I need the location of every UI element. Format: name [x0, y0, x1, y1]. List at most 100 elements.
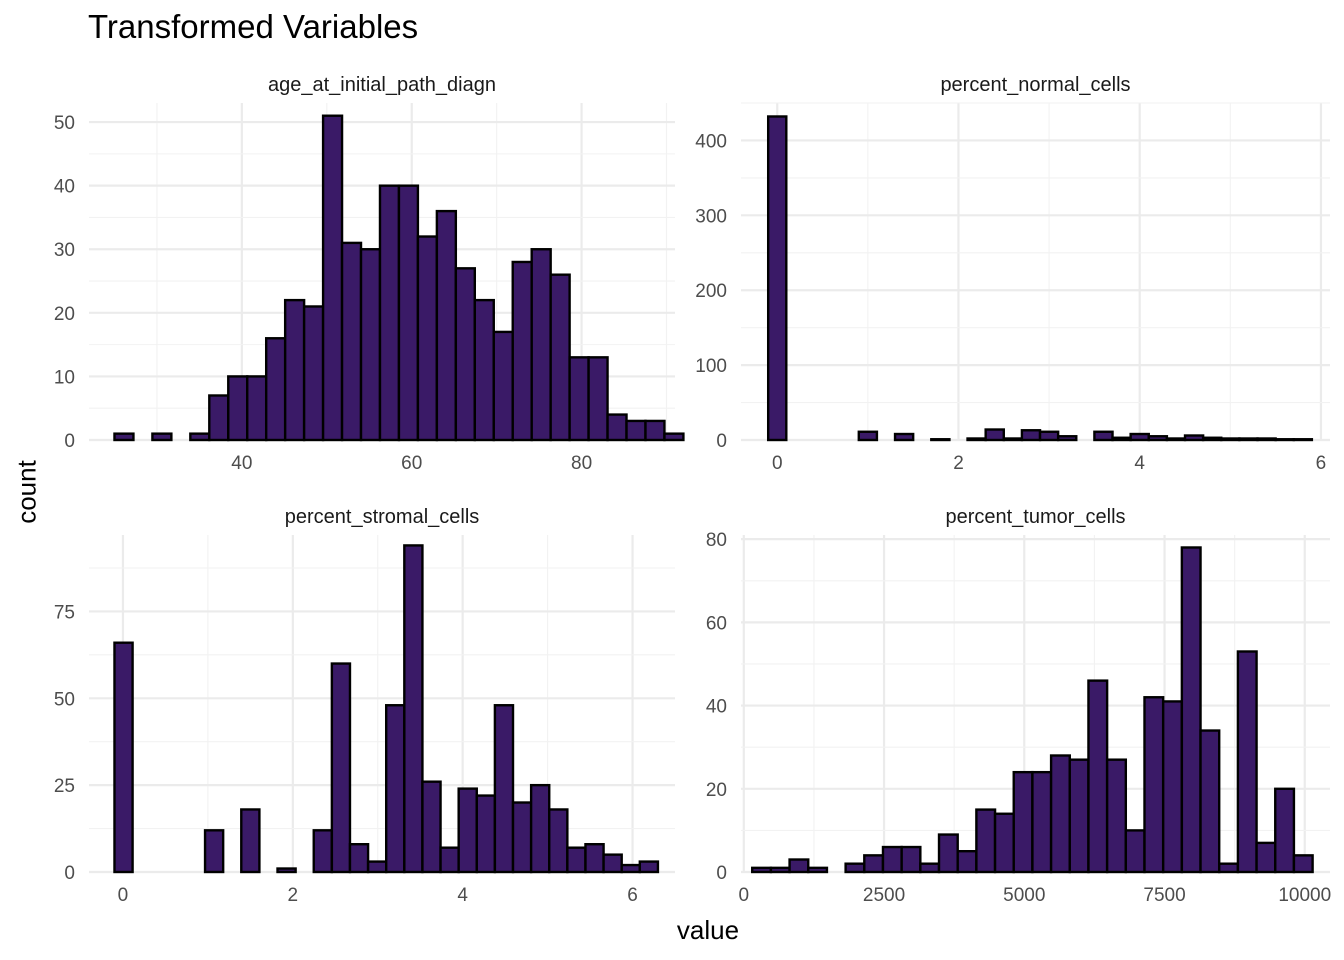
histogram-bar [844, 862, 866, 874]
histogram-bar [435, 209, 458, 442]
histogram-bar [975, 808, 997, 874]
histogram-bar [1199, 729, 1221, 874]
facet-title: percent_normal_cells [940, 74, 1130, 96]
histogram-bar [1093, 430, 1114, 442]
facet-panel-2: percent_normal_cells 0 2 4 6 0 100 200 300 400 [695, 74, 1330, 474]
histogram-bar [620, 863, 642, 874]
histogram-bar [1292, 854, 1314, 874]
histogram-bar [625, 419, 647, 442]
histogram-bar [966, 437, 987, 442]
histogram-bar [1183, 434, 1205, 442]
y-tick-label: 40 [54, 177, 75, 198]
histogram-bar [511, 801, 533, 874]
histogram-bar [276, 867, 297, 874]
histogram-bar [1220, 437, 1241, 442]
y-tick-label: 50 [54, 113, 75, 134]
facet-panel-4: percent_tumor_cells 0 2500 5000 7500 10000 0 20… [706, 506, 1331, 906]
histogram-bar [1201, 436, 1223, 442]
histogram-bar [956, 849, 978, 874]
histogram-bar [1049, 754, 1071, 874]
histogram-bar [473, 298, 495, 442]
x-tick-label: 2 [953, 453, 964, 474]
y-tick-label: 60 [706, 613, 727, 634]
histogram-bar [638, 860, 660, 874]
x-tick-label: 10000 [1278, 885, 1331, 906]
histogram-bar [602, 853, 623, 874]
histogram-bar [340, 241, 363, 442]
histogram-bar [644, 419, 666, 442]
histogram-bar [113, 641, 134, 874]
histogram-bar [766, 115, 788, 442]
chart-title: Transformed Variables [88, 8, 419, 45]
histogram-bar [1129, 432, 1150, 442]
x-tick-label: 40 [231, 453, 252, 474]
histogram-bar [1124, 829, 1146, 874]
histogram-bar [1238, 437, 1259, 442]
x-tick-label: 2 [288, 885, 299, 906]
histogram-bar [1111, 436, 1132, 442]
histogram-bar [189, 432, 211, 442]
x-tick-label: 60 [401, 453, 422, 474]
histogram-bar [1274, 438, 1295, 442]
facet-title: percent_tumor_cells [945, 506, 1125, 528]
histogram-bar [385, 704, 406, 874]
histogram-bar [421, 780, 442, 874]
histogram-bar [530, 248, 552, 442]
y-tick-label: 300 [695, 206, 727, 227]
facet-title: age_at_initial_path_diagn [268, 74, 496, 96]
y-tick-label: 40 [706, 697, 727, 718]
histogram-bar [857, 430, 879, 442]
y-tick-label: 100 [695, 356, 727, 377]
histogram-bar [330, 662, 352, 874]
y-tick-label: 30 [54, 240, 75, 261]
histogram-bar [930, 438, 951, 442]
histogram-bar [1236, 650, 1258, 874]
histogram-bar [568, 356, 590, 442]
y-tick-label: 20 [54, 304, 75, 325]
facet-title: percent_stromal_cells [285, 506, 480, 528]
histogram-bar [751, 866, 773, 874]
y-tick-label: 50 [54, 689, 75, 710]
x-tick-label: 6 [1316, 453, 1327, 474]
histogram-bar [663, 432, 685, 442]
x-tick-label: 6 [627, 885, 638, 906]
histogram-bar [321, 114, 344, 442]
histogram-bar [1255, 841, 1277, 874]
y-tick-label: 0 [716, 431, 727, 452]
histogram-bar [493, 704, 515, 874]
histogram-bar [881, 845, 903, 874]
histogram-bar [457, 787, 478, 874]
y-tick-label: 75 [54, 602, 75, 623]
histogram-bar [1031, 770, 1053, 874]
histogram-bar [984, 428, 1005, 442]
histogram-bar [993, 812, 1015, 874]
histogram-bar [1012, 770, 1034, 874]
histogram-bar [475, 794, 497, 874]
histogram-bar [151, 432, 173, 442]
histogram-bar [1218, 862, 1240, 874]
histogram-bar [403, 544, 424, 874]
histogram-bar [492, 330, 514, 442]
histogram-bar [1143, 696, 1165, 874]
y-tick-label: 25 [54, 776, 75, 797]
histogram-bar [807, 866, 829, 874]
histogram-bar [359, 248, 382, 442]
x-tick-label: 5000 [1003, 885, 1045, 906]
y-tick-label: 0 [64, 863, 75, 884]
y-tick-label: 400 [695, 131, 727, 152]
histogram-bar [1180, 546, 1202, 874]
histogram-bar [246, 375, 268, 442]
histogram-bar [397, 184, 420, 442]
x-tick-label: 0 [118, 885, 129, 906]
histogram-bar [302, 305, 325, 442]
histogram-bar [1147, 435, 1169, 442]
y-tick-label: 10 [54, 367, 75, 388]
histogram-bar [788, 858, 810, 874]
x-tick-label: 0 [739, 885, 750, 906]
histogram-bar [1020, 429, 1042, 442]
histogram-bar [549, 273, 571, 442]
y-tick-label: 80 [706, 530, 727, 551]
histogram-bar [529, 783, 551, 874]
x-tick-label: 2500 [863, 885, 905, 906]
histogram-bar [1056, 435, 1078, 442]
